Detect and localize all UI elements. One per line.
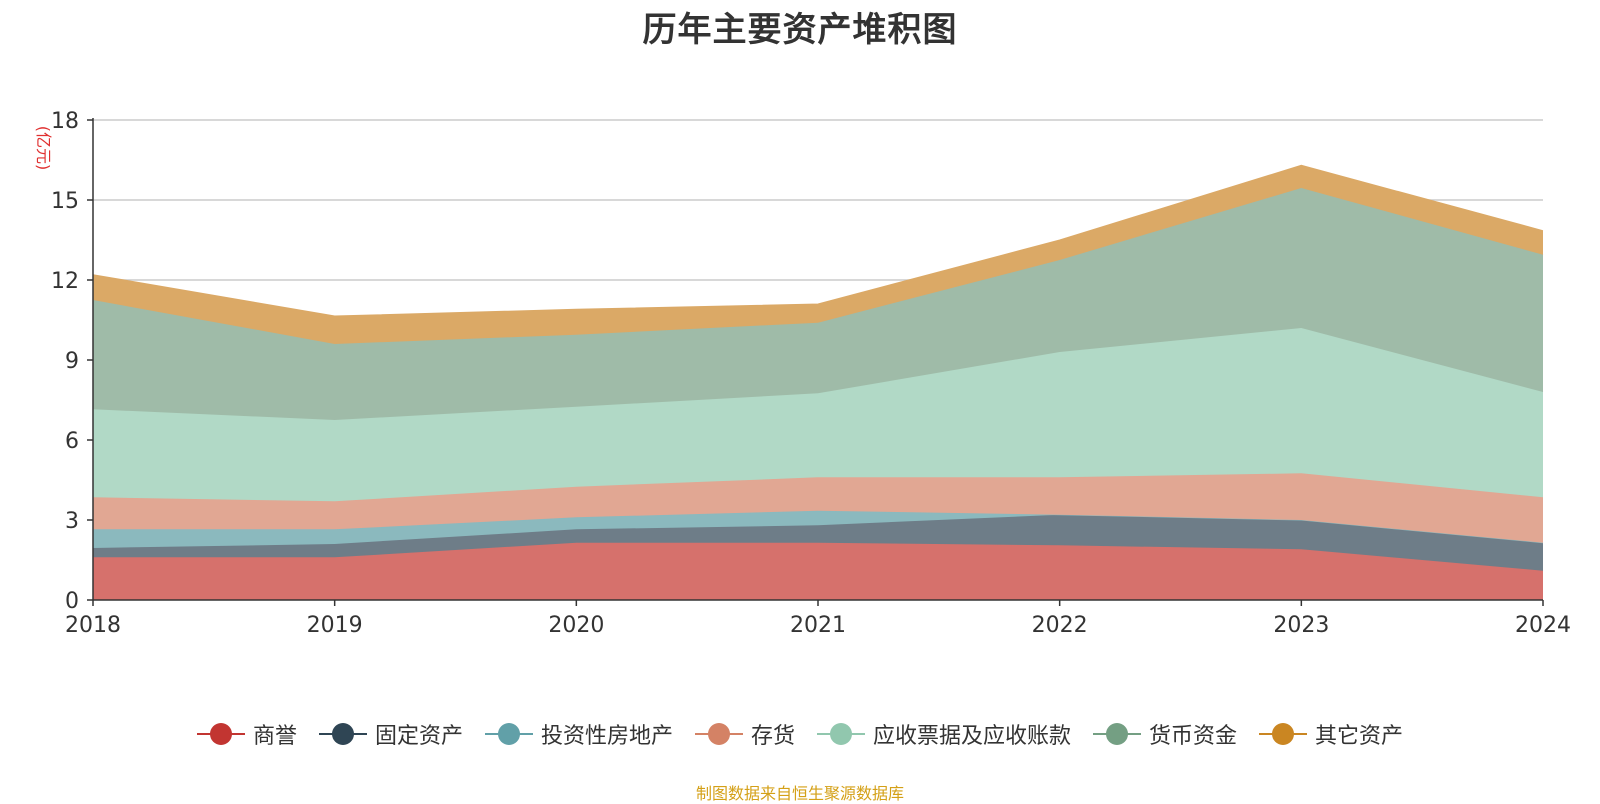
area-存货 xyxy=(93,473,1543,543)
legend-item[interactable]: 固定资产 xyxy=(318,718,463,750)
area-货币资金 xyxy=(93,188,1543,420)
area-series xyxy=(92,164,1544,600)
y-tick-label: 12 xyxy=(51,269,79,294)
legend-item[interactable]: 应收票据及应收账款 xyxy=(817,718,1071,750)
legend-marker-icon xyxy=(196,721,245,747)
legend-marker-icon xyxy=(484,721,533,747)
area-商誉 xyxy=(93,542,1543,600)
area-应收票据及应收账款 xyxy=(93,328,1543,502)
y-tick-labels: 0 3 6 9 12 15 18 xyxy=(51,109,93,614)
legend-label: 其它资产 xyxy=(1315,724,1404,749)
x-tick-label: 2020 xyxy=(548,613,604,638)
source-note: 制图数据来自恒生聚源数据库 xyxy=(695,784,904,803)
area-其它资产 xyxy=(93,165,1543,344)
legend-label: 应收票据及应收账款 xyxy=(873,724,1072,749)
x-tick-labels: 2018 2019 2020 2021 2022 2023 2024 xyxy=(65,600,1571,638)
legend-marker-icon xyxy=(1093,721,1142,747)
area-固定资产 xyxy=(93,514,1543,571)
y-tick-label: 0 xyxy=(65,589,79,614)
legend-item[interactable]: 存货 xyxy=(694,718,795,750)
legend-marker-icon xyxy=(694,721,743,747)
legend-item[interactable]: 其它资产 xyxy=(1259,718,1403,750)
y-tick-label: 3 xyxy=(65,509,79,534)
legend: 商誉 固定资产 投资性房地产 存货 应收票据及应收账款 货币资金 其它资产 xyxy=(0,718,1600,750)
legend-label: 投资性房地产 xyxy=(540,724,673,749)
legend-item[interactable]: 商誉 xyxy=(196,718,297,750)
y-tick-label: 18 xyxy=(51,109,79,134)
x-tick-label: 2023 xyxy=(1273,613,1329,638)
legend-label: 商誉 xyxy=(252,724,297,749)
y-tick-label: 9 xyxy=(65,349,79,374)
chart-title: 历年主要资产堆积图 xyxy=(642,10,958,50)
legend-label: 存货 xyxy=(750,724,795,749)
legend-item[interactable]: 投资性房地产 xyxy=(484,718,673,750)
y-tick-label: 6 xyxy=(65,429,79,454)
x-tick-label: 2022 xyxy=(1032,613,1088,638)
x-tick-label: 2021 xyxy=(790,613,846,638)
legend-label: 固定资产 xyxy=(374,724,463,749)
legend-item[interactable]: 货币资金 xyxy=(1093,718,1237,750)
area-edge-其它资产 xyxy=(92,164,1544,317)
legend-marker-icon xyxy=(1259,721,1308,747)
y-tick-label: 15 xyxy=(51,189,79,214)
y-axis-unit-label: (亿元) xyxy=(34,126,53,171)
legend-marker-icon xyxy=(817,721,865,747)
legend-label: 货币资金 xyxy=(1149,724,1238,749)
area-投资性房地产 xyxy=(93,510,1543,548)
legend-marker-icon xyxy=(318,721,367,747)
x-tick-label: 2024 xyxy=(1515,613,1571,638)
x-tick-label: 2019 xyxy=(307,613,363,638)
x-tick-label: 2018 xyxy=(65,613,121,638)
